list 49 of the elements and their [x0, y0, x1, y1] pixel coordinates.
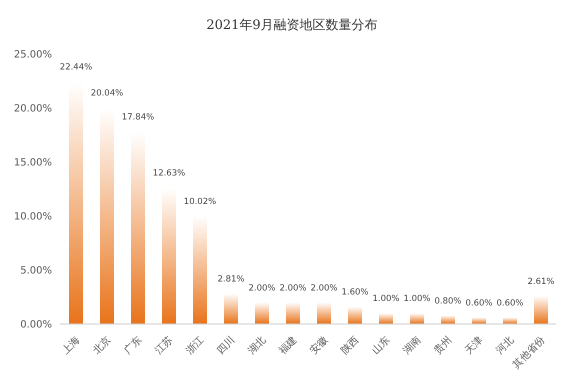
y-tick-label: 10.00%: [14, 212, 52, 223]
data-label: 2.00%: [248, 283, 276, 294]
bar: [348, 306, 362, 324]
data-label: 17.84%: [122, 112, 154, 122]
bar: [472, 318, 486, 324]
x-tick-label: 河北: [494, 334, 516, 357]
x-tick-label: 江苏: [152, 334, 176, 357]
data-label: 2.61%: [527, 276, 555, 287]
y-tick-label: 25.00%: [14, 50, 52, 61]
bar: [255, 302, 269, 324]
data-label: 1.60%: [341, 288, 369, 298]
data-label: 2.81%: [217, 274, 245, 285]
bar: [410, 313, 424, 324]
bar: [534, 296, 548, 324]
x-tick-label: 四川: [214, 334, 238, 357]
y-tick-label: 0.00%: [20, 320, 52, 331]
x-tick-label: 安徽: [308, 334, 330, 357]
bar: [224, 294, 238, 324]
data-label: 0.60%: [465, 298, 493, 309]
x-tick-label: 贵州: [432, 334, 454, 357]
data-label: 0.80%: [434, 296, 462, 306]
data-label: 0.60%: [496, 298, 524, 309]
x-tick-label: 陕西: [338, 334, 362, 357]
x-tick-label: 上海: [60, 334, 82, 357]
data-label: 2.00%: [279, 283, 307, 294]
y-tick-label: 20.00%: [14, 104, 52, 115]
y-tick-label: 15.00%: [14, 158, 52, 169]
x-tick-label: 北京: [90, 334, 114, 357]
data-label: 10.02%: [184, 196, 216, 207]
chart-title: 2021年9月融资地区数量分布: [205, 17, 379, 35]
y-tick-label: 5.00%: [20, 266, 52, 277]
x-tick-label: 天津: [462, 334, 486, 357]
bar: [503, 318, 517, 324]
data-label: 20.04%: [90, 88, 124, 99]
bar: [286, 302, 300, 324]
bar: [441, 315, 455, 324]
x-tick-label: 浙江: [184, 334, 206, 357]
data-label: 1.00%: [372, 294, 400, 304]
bar: [379, 313, 393, 324]
x-tick-label: 湖北: [246, 334, 268, 357]
data-label: 1.00%: [403, 294, 431, 304]
x-tick-label: 广东: [122, 334, 144, 357]
data-label: 2.00%: [310, 283, 338, 294]
x-tick-label: 福建: [276, 334, 300, 357]
x-tick-label: 山东: [370, 334, 392, 357]
bar: [317, 302, 331, 324]
data-label: 22.44%: [60, 62, 92, 73]
data-label: 12.63%: [152, 168, 186, 179]
x-tick-label: 湖南: [400, 334, 424, 357]
